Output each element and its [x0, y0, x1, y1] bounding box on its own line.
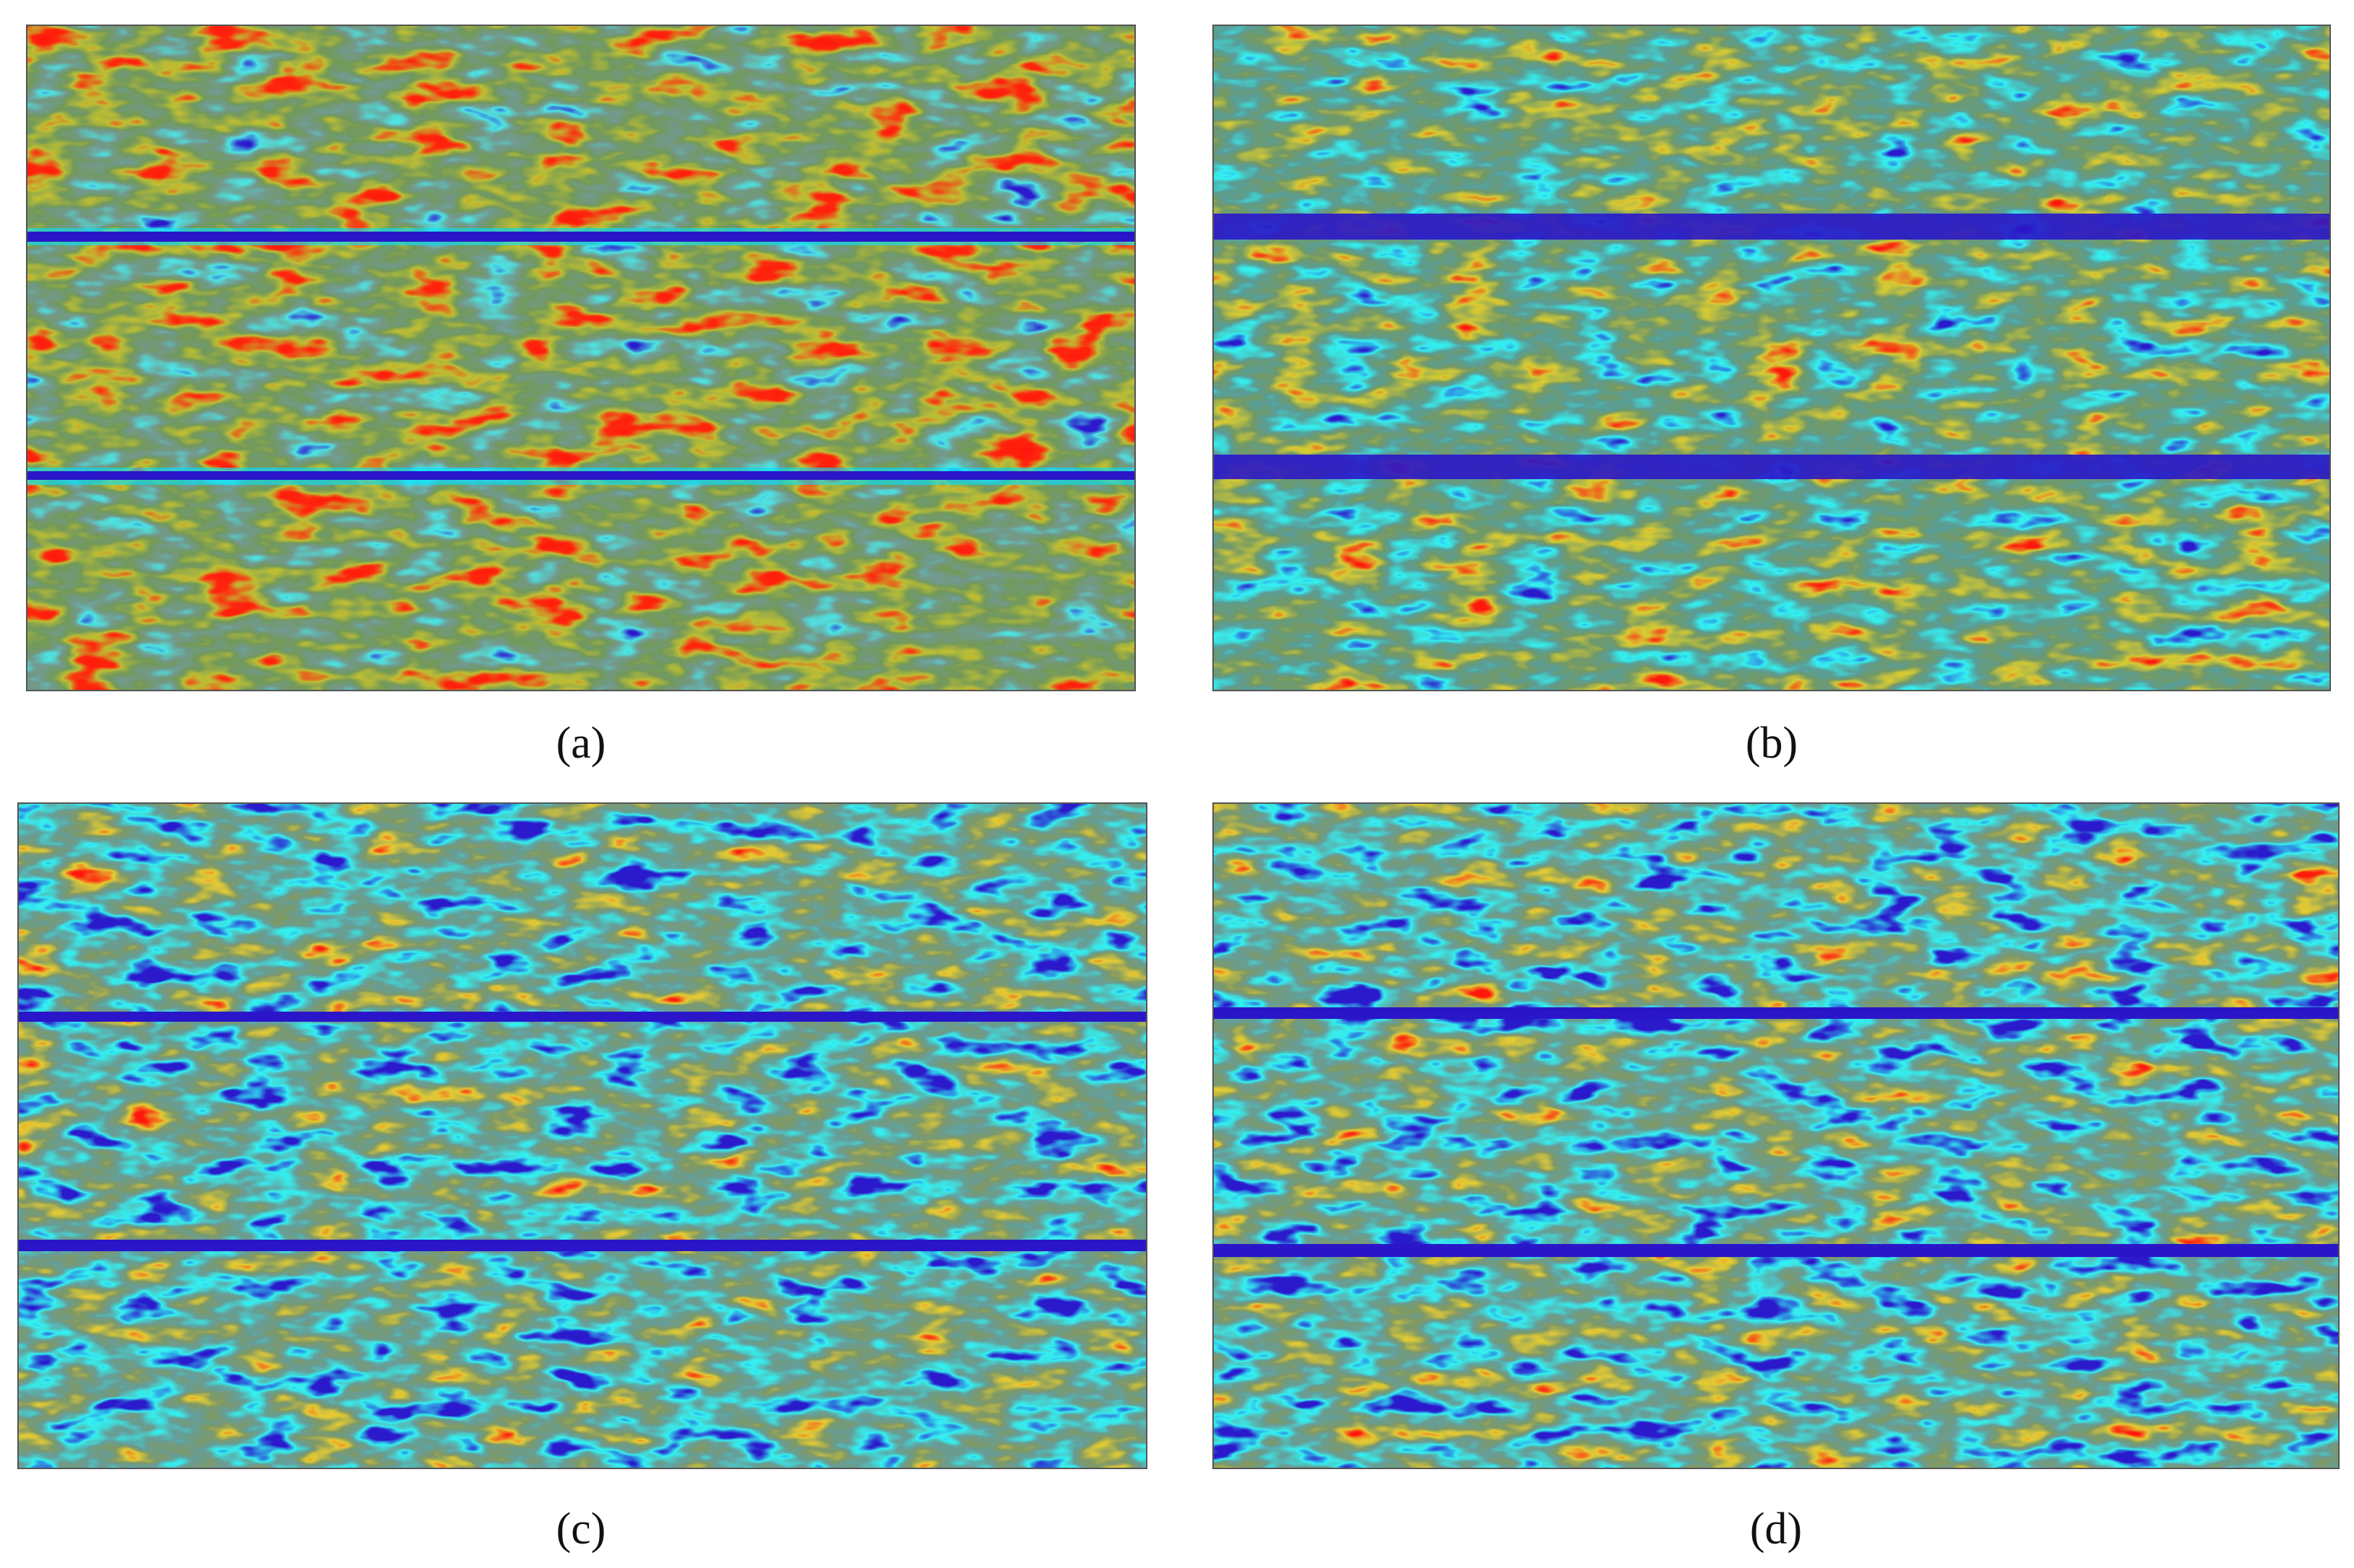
heatmap-image [18, 803, 1147, 1468]
band [18, 1240, 1147, 1251]
panel-frame [1212, 25, 2331, 691]
band [18, 1012, 1147, 1022]
panel-d [1213, 803, 2339, 1468]
panel-b [1213, 25, 2330, 691]
panel-label: (a) [556, 719, 606, 768]
band [1213, 1007, 2339, 1019]
panel-frame [17, 802, 1147, 1469]
heatmap-image [1213, 25, 2330, 691]
panel-c [18, 803, 1147, 1468]
band [1213, 1244, 2339, 1257]
panel-label: (d) [1750, 1505, 1802, 1554]
panel-a [27, 25, 1135, 691]
panel-frame [26, 25, 1136, 691]
heatmap-image [1213, 803, 2339, 1468]
panel-label: (b) [1746, 719, 1798, 768]
heatmap-image [27, 25, 1135, 691]
band [27, 232, 1135, 242]
panel-label: (c) [556, 1505, 606, 1554]
band [27, 471, 1135, 480]
panel-frame [1212, 802, 2340, 1469]
band [1213, 214, 2330, 240]
band [1213, 455, 2330, 479]
